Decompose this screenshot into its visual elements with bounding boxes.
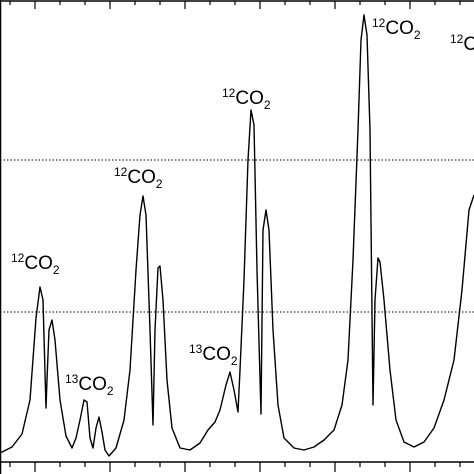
peak-label-4-molecule: CO: [202, 344, 231, 365]
peak-label-6-subscript: 2: [414, 28, 421, 42]
peak-label-7-clipped: 12C: [450, 32, 474, 55]
peak-label-6-molecule: CO: [385, 18, 414, 39]
peak-label-1-subscript: 2: [53, 263, 60, 277]
peak-label-2: 13CO2: [65, 372, 114, 398]
peak-label-1-molecule: CO: [24, 253, 53, 274]
peak-label-4-isotope: 13: [189, 342, 203, 356]
peak-label-7-molecule: C: [463, 34, 474, 55]
peak-label-6: 12CO2: [372, 16, 421, 42]
peak-label-5-molecule: CO: [235, 88, 264, 109]
peak-label-3-subscript: 2: [156, 177, 163, 191]
spectrum-line: [0, 14, 474, 457]
peak-label-2-molecule: CO: [78, 374, 107, 395]
peak-label-3-molecule: CO: [127, 167, 156, 188]
peak-label-4: 13CO2: [189, 342, 238, 368]
axis-ticks: [9, 1, 461, 472]
peak-label-1-isotope: 12: [11, 251, 25, 265]
peak-label-5-subscript: 2: [264, 98, 271, 112]
peak-label-6-isotope: 12: [372, 16, 386, 30]
peak-labels: 12CO2 13CO2 12CO2 13CO2 12CO2 12CO2 12C: [11, 16, 474, 398]
peak-label-1: 12CO2: [11, 251, 60, 277]
peak-label-5: 12CO2: [222, 86, 271, 112]
peak-label-4-subscript: 2: [231, 354, 238, 368]
peak-label-2-subscript: 2: [107, 384, 114, 398]
peak-label-2-isotope: 13: [65, 372, 79, 386]
peak-label-5-isotope: 12: [222, 86, 236, 100]
peak-label-3-isotope: 12: [114, 165, 128, 179]
peak-label-7-isotope: 12: [450, 32, 464, 46]
peak-label-3: 12CO2: [114, 165, 163, 191]
